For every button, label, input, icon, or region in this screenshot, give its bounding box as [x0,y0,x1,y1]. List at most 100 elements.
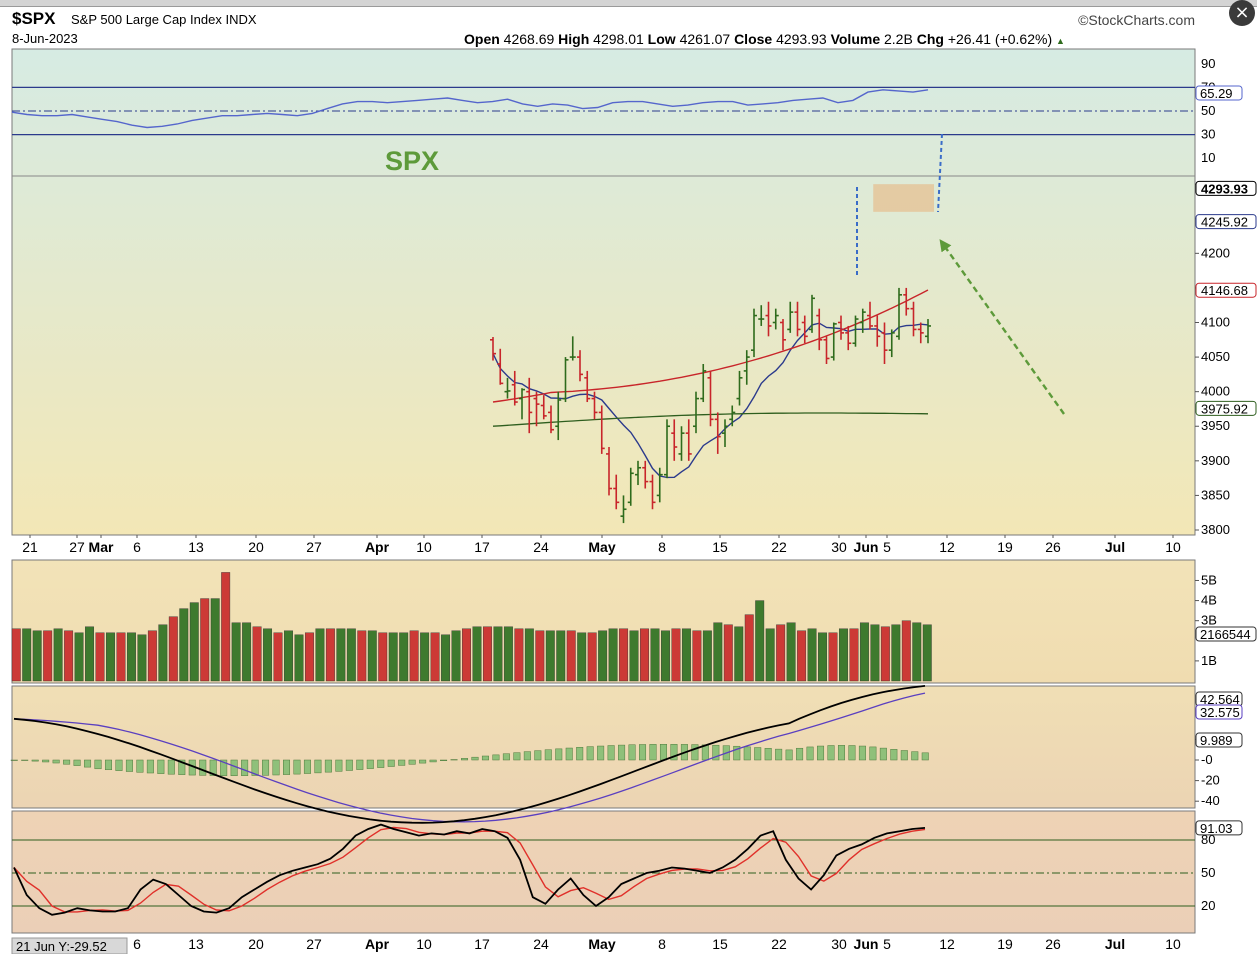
rsi-tick-label: 10 [1201,150,1215,165]
macd-histogram-bar [419,759,427,764]
macd-histogram-bar [921,752,929,761]
volume-bar [346,628,356,682]
x-tick-label: 8 [658,539,666,555]
macd-last-label: 32.575 [1200,705,1240,720]
volume-bar [870,624,880,682]
macd-histogram-bar [178,759,186,775]
volume-bar [912,622,922,682]
low-value: 4261.07 [679,31,731,47]
macd-histogram-bar [712,744,720,761]
volume-bar [577,632,587,682]
index-name: S&P 500 Large Cap Index INDX [71,12,257,27]
macd-histogram-bar [754,747,762,761]
macd-histogram-bar [429,759,437,763]
macd-histogram-bar [481,755,489,761]
macd-histogram-bar [73,759,81,766]
rsi-tick-label: 30 [1201,127,1215,142]
volume-bar [179,608,189,682]
volume-bar [95,632,105,682]
volume-bar [483,626,492,682]
volume-bar [755,600,765,682]
volume-last-box [1195,626,1257,642]
macd-histogram-bar [555,748,563,761]
chart-date: 8-Jun-2023 [12,31,78,46]
volume-bar [210,598,220,682]
volume-bar [378,632,388,682]
price-tick-label: 3900 [1201,453,1230,468]
macd-tick-label: -0 [1201,752,1213,767]
macd-histogram-bar [272,759,280,776]
macd-histogram-bar [597,745,605,761]
price-tick-label: 3950 [1201,418,1230,433]
volume-bar [776,624,786,682]
x-tick-label: 6 [133,539,141,555]
x-tick-label-bottom: 6 [133,936,141,952]
volume-label: Volume [830,31,881,47]
volume-bar [64,630,74,682]
x-tick-label-bottom: 12 [939,936,955,952]
x-tick-label-bottom: 26 [1045,936,1061,952]
x-tick-label: 15 [712,539,728,555]
rsi-tick-label: 90 [1201,56,1215,71]
volume-bar [325,628,335,682]
x-tick-label: 27 [306,539,322,555]
crosshair-label: 21 Jun Y:-29.52 [16,939,107,954]
macd-histogram-bar [398,759,406,766]
macd-histogram-bar [345,759,353,771]
volume-bar [126,632,136,682]
macd-histogram-bar [157,759,165,774]
ohlc-summary: Open 4268.69 High 4298.01 Low 4261.07 Cl… [464,31,1065,47]
volume-bar [566,630,576,682]
x-tick-label-bottom: 19 [997,936,1013,952]
x-tick-label-bottom: 8 [658,936,666,952]
chg-label: Chg [916,31,944,47]
x-tick-label-bottom: 22 [771,936,787,952]
low-label: Low [647,31,676,47]
price-tick-label: 4200 [1201,245,1230,260]
x-tick-label-bottom: 30 [831,936,847,952]
volume-tick-label: 3B [1201,613,1217,628]
volume-bar [849,628,859,682]
top-toolbar-strip [0,0,1257,7]
volume-bar [650,628,660,682]
macd-histogram-bar [241,759,249,776]
macd-histogram-bar [764,748,772,761]
macd-histogram-bar [125,759,133,772]
crosshair-label-box [11,937,128,954]
close-icon[interactable]: × [1229,0,1255,26]
high-label: High [558,31,590,47]
x-tick-label-bottom: Jun [854,936,879,952]
x-tick-label: 27 [69,539,85,555]
volume-bar [242,622,252,682]
sto-last-label: 91.03 [1200,821,1233,836]
macd-histogram-bar [104,759,112,771]
macd-histogram-bar [146,759,154,774]
exchange-text: INDX [225,12,257,27]
macd-histogram-bar [701,744,709,761]
volume-bar [74,632,84,682]
macd-histogram-bar [262,759,270,776]
macd-histogram-bar [837,745,845,761]
volume-bar [713,622,723,682]
x-tick-label-bottom: 13 [188,936,204,952]
volume-bar [640,628,649,682]
macd-histogram-bar [356,759,364,770]
volume-bar [702,630,712,682]
x-tick-label-bottom: 20 [248,936,264,952]
volume-bar [32,630,42,682]
volume-bar [765,628,775,682]
volume-bar [420,632,430,682]
open-value: 4268.69 [503,31,555,47]
macd-histogram-bar [440,759,448,761]
macd-histogram-bar [534,750,542,761]
x-tick-label: 5 [883,539,891,555]
x-tick-label: 10 [416,539,432,555]
macd-last-box [1195,732,1243,748]
volume-bar [472,626,482,682]
x-tick-label-bottom: Apr [365,936,390,952]
volume-bar [441,634,451,682]
x-tick-label: 12 [939,539,955,555]
volume-bar [357,630,367,682]
macd-histogram-bar [471,756,479,761]
macd-histogram-bar [283,759,291,775]
